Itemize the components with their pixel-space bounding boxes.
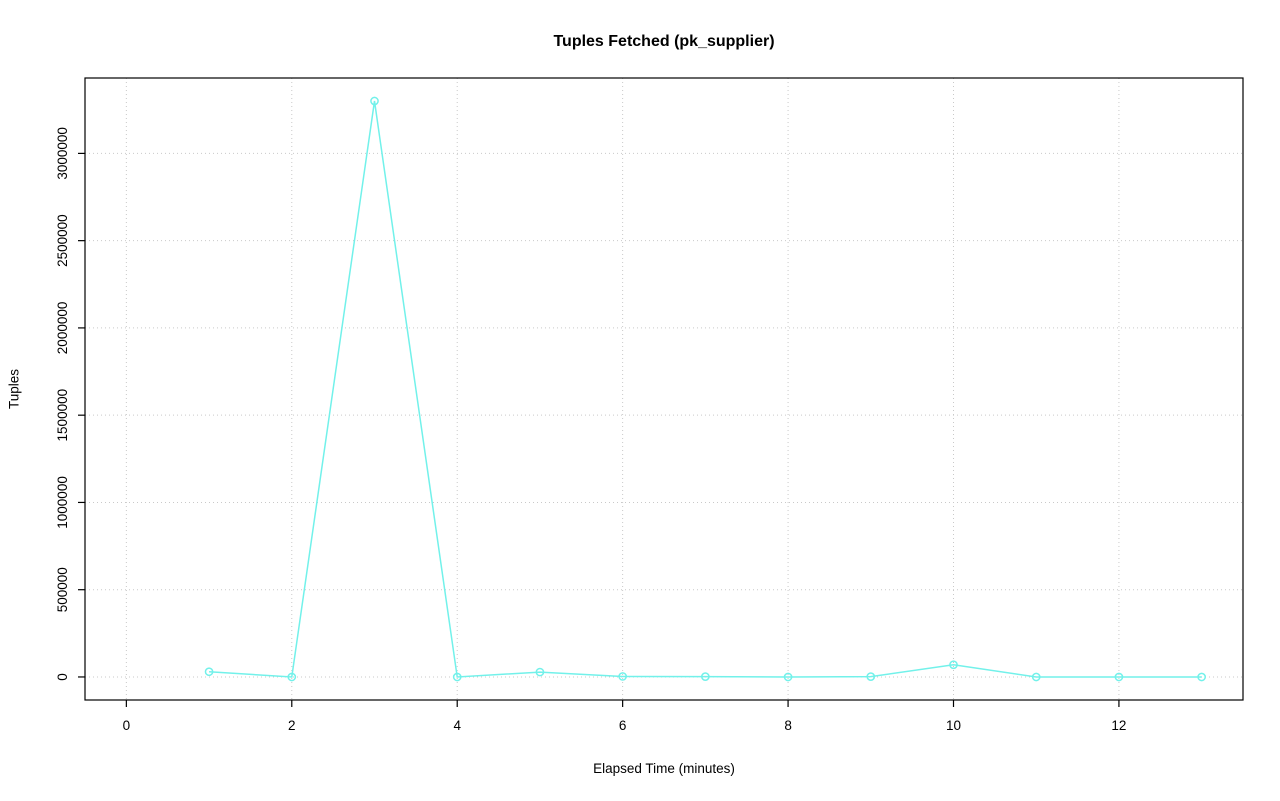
axis-ticks	[78, 152, 1120, 707]
plot-border	[84, 77, 1244, 701]
data-points	[204, 96, 1206, 682]
data-point	[783, 672, 793, 682]
x-tick-labels: 0 2 4 6 8 10 12	[123, 718, 1127, 733]
x-tick-label: 0	[123, 718, 131, 733]
data-point	[618, 672, 627, 681]
y-tick-label: 1000000	[55, 476, 70, 529]
data-point	[1114, 672, 1124, 682]
x-tick-label: 2	[288, 718, 296, 733]
data-point	[1197, 672, 1206, 682]
data-point	[204, 667, 214, 677]
y-tick-label: 2500000	[55, 214, 70, 267]
y-tick-label: 500000	[55, 567, 70, 612]
data-point	[535, 667, 545, 677]
data-point	[701, 672, 710, 681]
data-point	[949, 660, 958, 670]
x-tick-label: 6	[619, 718, 627, 733]
x-tick-label: 4	[453, 718, 461, 733]
y-axis-title: Tuples	[6, 368, 22, 410]
x-tick-label: 12	[1111, 718, 1126, 733]
y-tick-labels: 0 500000 1000000 1500000 2000000 2500000 30000…	[55, 127, 70, 681]
data-point	[452, 672, 462, 682]
data-point	[1031, 672, 1041, 682]
x-tick-label: 8	[784, 718, 792, 733]
data-point	[287, 672, 297, 682]
y-tick-label: 2000000	[55, 302, 70, 355]
x-axis-title: Elapsed Time (minutes)	[593, 761, 735, 776]
y-tick-label: 1500000	[55, 389, 70, 442]
y-tick-label: 3000000	[55, 127, 70, 180]
y-tick-label: 0	[55, 673, 70, 681]
data-line	[209, 100, 1202, 678]
gridlines	[85, 78, 1243, 700]
data-point	[866, 672, 876, 681]
chart-title: Tuples Fetched (pk_supplier)	[553, 33, 775, 50]
data-point	[370, 96, 379, 106]
x-tick-label: 10	[946, 718, 961, 733]
